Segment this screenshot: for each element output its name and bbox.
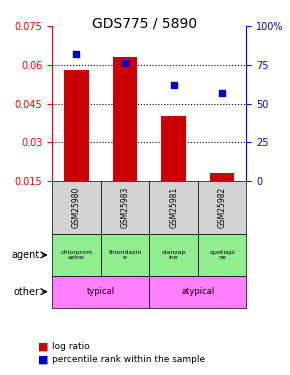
Text: GDS775 / 5890: GDS775 / 5890 <box>93 17 197 31</box>
Text: quetiapi
ne: quetiapi ne <box>209 250 235 260</box>
Text: percentile rank within the sample: percentile rank within the sample <box>52 356 205 364</box>
Text: agent: agent <box>11 250 39 260</box>
Text: typical: typical <box>87 287 115 296</box>
Text: GSM25983: GSM25983 <box>121 187 130 228</box>
Text: chlorprom
azine: chlorprom azine <box>60 250 93 260</box>
Bar <box>210 173 234 181</box>
Bar <box>64 70 89 181</box>
Text: GSM25982: GSM25982 <box>218 187 227 228</box>
Text: ■: ■ <box>38 342 48 352</box>
Text: olanzap
ine: olanzap ine <box>161 250 186 260</box>
Text: other: other <box>13 286 39 297</box>
Text: ■: ■ <box>38 355 48 365</box>
Bar <box>162 117 186 181</box>
Text: GSM25981: GSM25981 <box>169 187 178 228</box>
Text: atypical: atypical <box>181 287 215 296</box>
Text: thioridazin
e: thioridazin e <box>108 250 142 260</box>
Text: GSM25980: GSM25980 <box>72 187 81 228</box>
Text: log ratio: log ratio <box>52 342 90 351</box>
Bar <box>113 57 137 181</box>
